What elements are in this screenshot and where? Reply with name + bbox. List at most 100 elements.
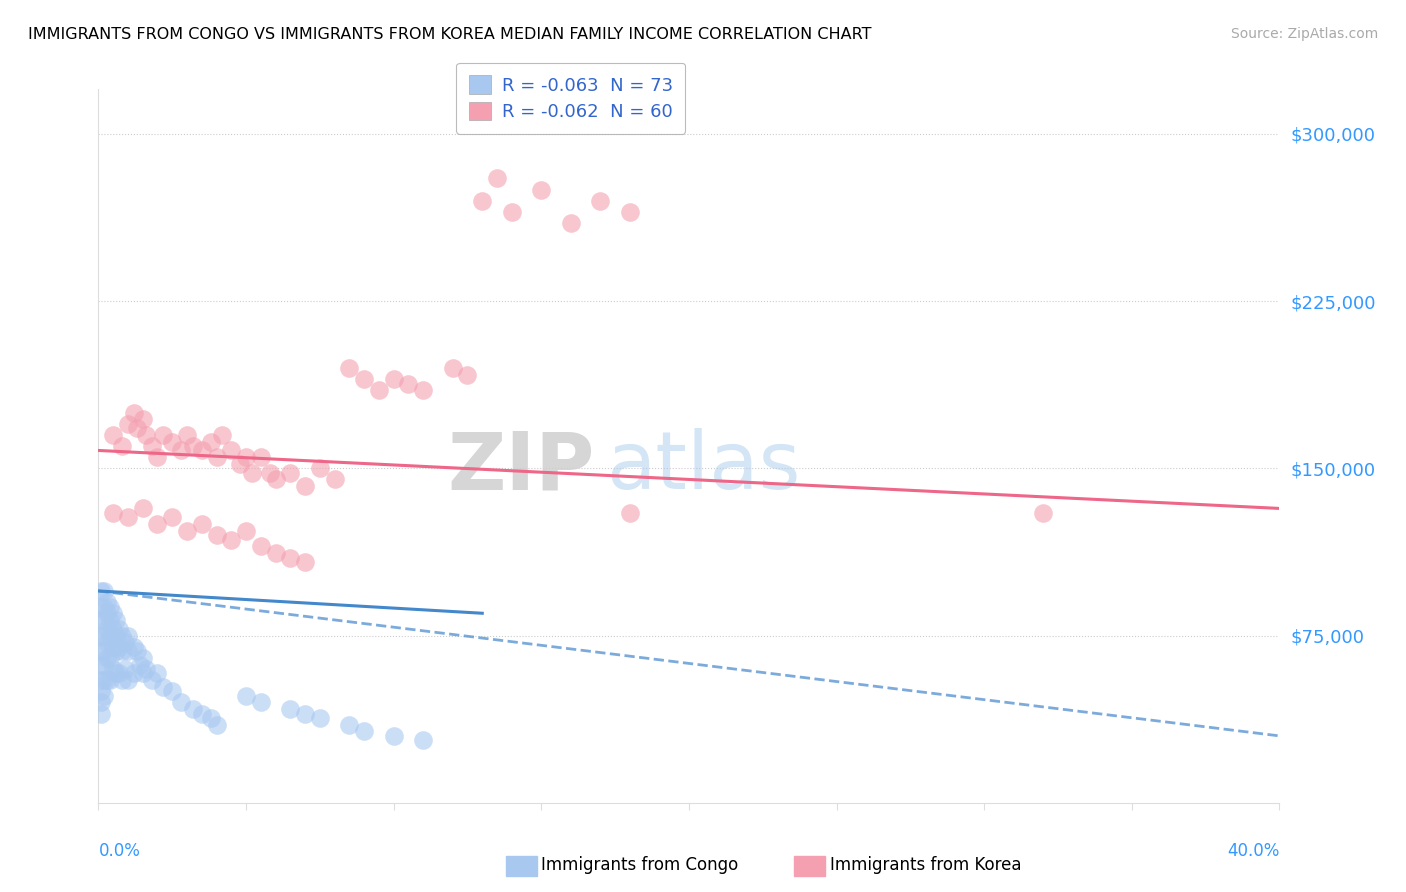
Point <box>96 635 118 649</box>
Point <box>98 599 121 614</box>
Point <box>339 717 361 731</box>
Point <box>339 360 361 375</box>
Point <box>111 439 134 453</box>
Point <box>98 651 121 665</box>
Point <box>93 657 115 672</box>
Point <box>117 673 139 687</box>
Point <box>141 673 163 687</box>
Point <box>93 673 115 687</box>
Point <box>152 427 174 442</box>
Point <box>90 684 112 698</box>
Text: 0.0%: 0.0% <box>98 842 141 860</box>
Point <box>162 434 183 449</box>
Point <box>264 546 287 560</box>
Point <box>170 696 193 710</box>
Point <box>205 528 228 542</box>
Point <box>152 680 174 694</box>
Point <box>125 644 148 658</box>
Text: Immigrants from Congo: Immigrants from Congo <box>541 856 738 874</box>
Point <box>90 706 112 721</box>
Point <box>250 539 273 553</box>
Point <box>412 733 434 747</box>
Point <box>205 717 228 731</box>
Point <box>205 450 228 464</box>
Point <box>294 479 316 493</box>
Point <box>191 706 214 721</box>
Point <box>382 729 405 743</box>
Point <box>108 640 131 654</box>
Point <box>96 673 118 687</box>
Point <box>128 657 150 672</box>
Point <box>122 405 145 419</box>
Point <box>229 457 252 471</box>
Point <box>294 555 316 569</box>
Point <box>105 666 128 681</box>
Point <box>122 640 145 654</box>
Legend: R = -0.063  N = 73, R = -0.062  N = 60: R = -0.063 N = 73, R = -0.062 N = 60 <box>457 62 685 134</box>
Point <box>111 673 134 687</box>
Point <box>90 657 112 672</box>
Point <box>619 204 641 219</box>
Point <box>103 640 125 654</box>
Point <box>105 613 128 627</box>
Point <box>1032 506 1054 520</box>
Point <box>457 368 479 382</box>
Point <box>250 696 273 710</box>
Point <box>108 666 131 681</box>
Point <box>486 171 509 186</box>
Point <box>103 427 125 442</box>
Point <box>200 434 222 449</box>
Point <box>135 427 157 442</box>
Point <box>619 506 641 520</box>
Point <box>90 613 112 627</box>
Point <box>103 662 125 676</box>
Point <box>176 427 198 442</box>
Point <box>114 635 136 649</box>
Point <box>264 472 287 486</box>
Point <box>368 383 391 397</box>
Text: ZIP: ZIP <box>447 428 595 507</box>
Text: IMMIGRANTS FROM CONGO VS IMMIGRANTS FROM KOREA MEDIAN FAMILY INCOME CORRELATION : IMMIGRANTS FROM CONGO VS IMMIGRANTS FROM… <box>28 27 872 42</box>
Point <box>114 662 136 676</box>
Text: Source: ZipAtlas.com: Source: ZipAtlas.com <box>1230 27 1378 41</box>
Point <box>294 706 316 721</box>
Point <box>221 533 243 547</box>
Point <box>141 439 163 453</box>
Point <box>132 501 155 516</box>
Point <box>90 673 112 687</box>
Point <box>90 583 112 598</box>
Point <box>90 599 112 614</box>
Point <box>93 628 115 642</box>
Point <box>412 383 434 397</box>
Point <box>96 607 118 621</box>
Point <box>98 613 121 627</box>
Point <box>250 450 273 464</box>
Point <box>93 613 115 627</box>
Point <box>191 443 214 458</box>
Text: 40.0%: 40.0% <box>1227 842 1279 860</box>
Point <box>382 372 405 386</box>
Point <box>471 194 494 208</box>
Text: Immigrants from Korea: Immigrants from Korea <box>830 856 1021 874</box>
Point <box>235 450 257 464</box>
Point <box>135 662 157 676</box>
Point <box>105 628 128 642</box>
Point <box>530 182 553 196</box>
Point <box>90 696 112 710</box>
Point <box>309 711 332 725</box>
Point <box>105 644 128 658</box>
Point <box>125 421 148 435</box>
Point <box>117 628 139 642</box>
Point <box>353 372 375 386</box>
Point <box>162 510 183 524</box>
Point <box>176 524 198 538</box>
Point <box>191 516 214 531</box>
Point <box>589 194 612 208</box>
Point <box>122 666 145 681</box>
Point <box>117 510 139 524</box>
Point <box>398 376 420 391</box>
Point <box>117 644 139 658</box>
Point <box>132 666 155 681</box>
Point <box>170 443 193 458</box>
Point <box>235 524 257 538</box>
